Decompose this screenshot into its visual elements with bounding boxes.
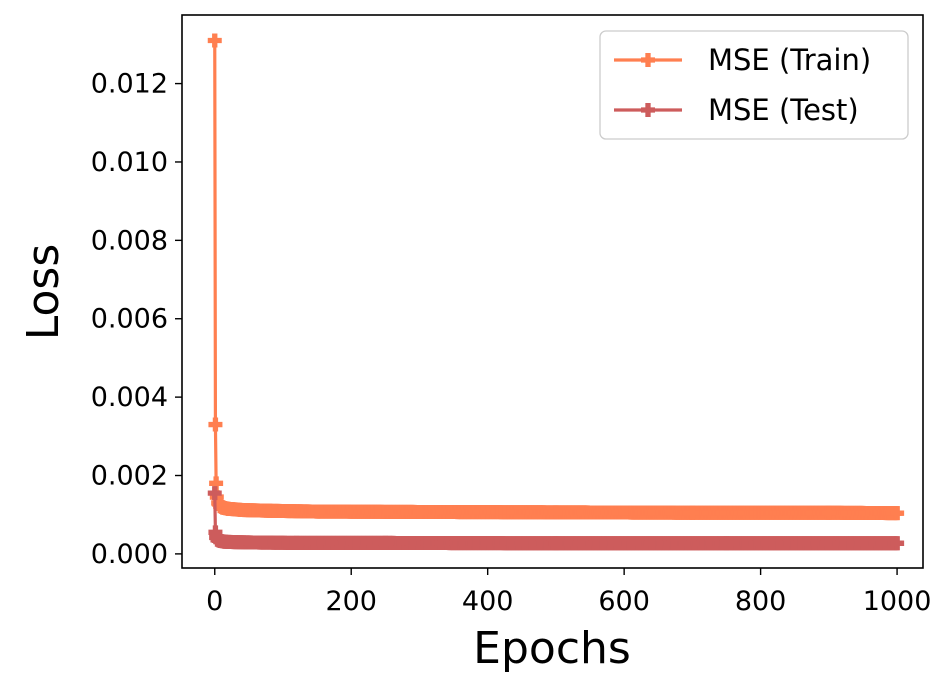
legend-box (599, 30, 909, 140)
series-point (208, 417, 223, 432)
series-point (890, 536, 905, 551)
series-point (207, 33, 222, 48)
x-tick-label: 200 (325, 586, 377, 617)
plot-frame (181, 14, 924, 569)
legend-entries: MSE (Train) MSE (Test) (614, 43, 871, 127)
series-point (221, 501, 236, 516)
series-point (228, 535, 243, 550)
series-point (548, 536, 563, 551)
y-tick-label: 0.006 (91, 304, 168, 335)
series-point (289, 535, 304, 550)
y-tick-label: 0.008 (91, 225, 168, 256)
y-tick-label: 0.000 (91, 539, 168, 570)
series-point (235, 502, 250, 517)
legend: MSE (Train) MSE (Test) (599, 30, 909, 140)
y-tick-label: 0.004 (91, 382, 168, 413)
x-tick-label: 800 (735, 586, 787, 617)
series-point (217, 534, 232, 549)
y-tick-label: 0.010 (91, 147, 168, 178)
x-axis-label: Epochs (473, 623, 631, 674)
y-tick-label: 0.002 (91, 461, 168, 492)
y-tick-label: 0.012 (91, 69, 168, 100)
series-point (685, 505, 700, 520)
legend-label: MSE (Test) (708, 93, 859, 127)
x-tick-label: 400 (462, 586, 514, 617)
series-point (719, 536, 734, 551)
series-point (548, 505, 563, 520)
x-tick-label: 0 (206, 586, 223, 617)
series-point (821, 505, 836, 520)
x-tick-label: 1000 (863, 586, 932, 617)
series-point (412, 504, 427, 519)
series-point (378, 535, 393, 550)
legend-label: MSE (Train) (708, 43, 871, 77)
series-point (890, 506, 905, 521)
plot-marks (207, 33, 905, 551)
series-point (209, 476, 224, 491)
x-tick-label: 600 (598, 586, 650, 617)
legend-marker (641, 103, 655, 117)
series-point (248, 535, 263, 550)
series-point (262, 503, 277, 518)
legend-marker (641, 53, 655, 67)
y-axis-label: Loss (18, 244, 69, 341)
y-axis-ticks: 0.000 0.002 0.004 0.006 0.008 0.010 0.012 (91, 69, 182, 570)
series-point (207, 486, 222, 501)
series-point (310, 504, 325, 519)
x-axis-ticks: 0 200 400 600 800 1000 (206, 568, 931, 617)
